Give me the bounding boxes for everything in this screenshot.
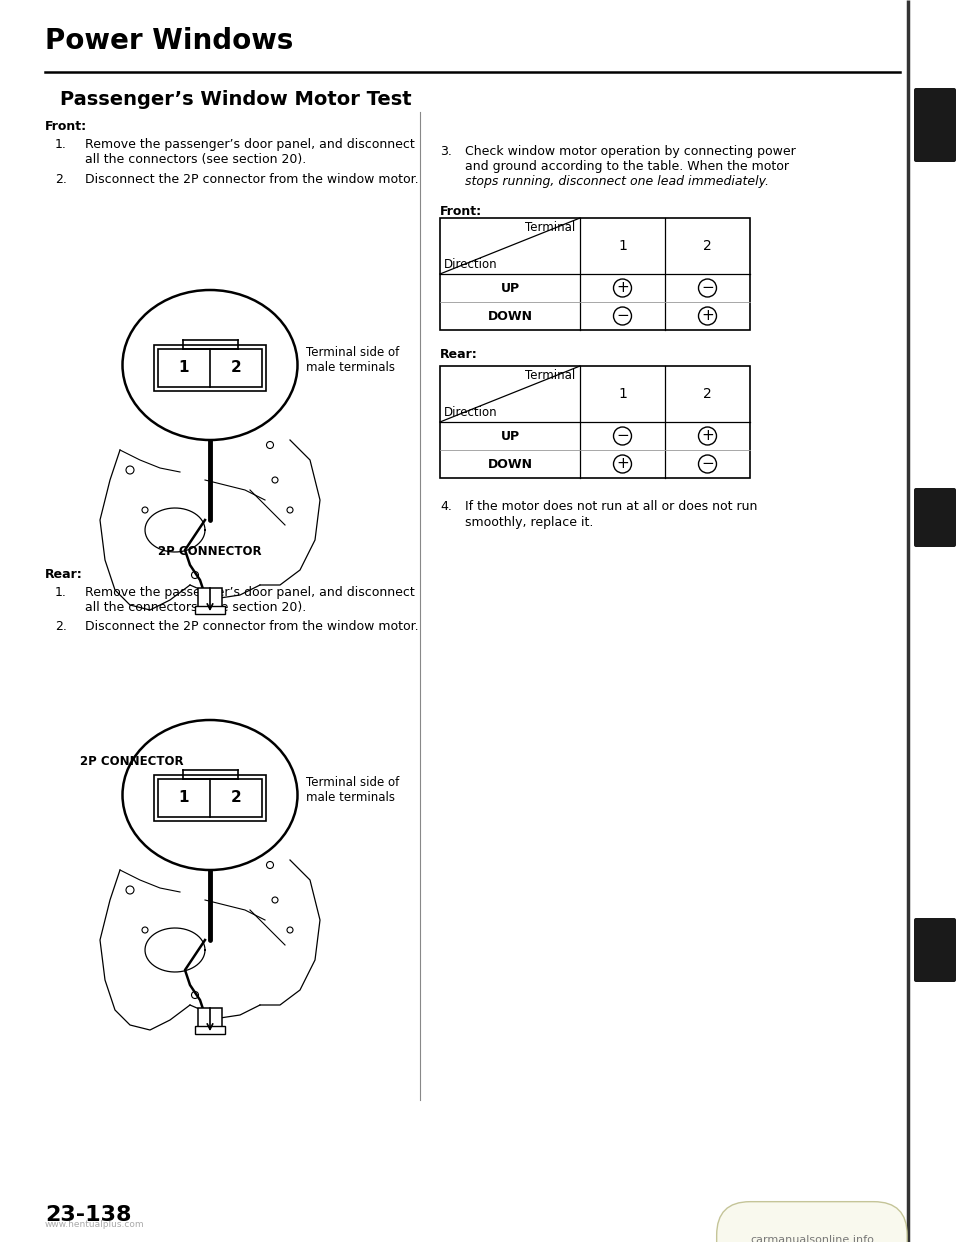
Text: 2.: 2. — [55, 620, 67, 633]
Text: all the connectors (see section 20).: all the connectors (see section 20). — [85, 153, 306, 166]
Text: 1.: 1. — [55, 138, 67, 152]
Text: 2: 2 — [703, 238, 712, 253]
Text: If the motor does not run at all or does not run: If the motor does not run at all or does… — [465, 501, 757, 513]
Bar — [154, 775, 266, 821]
Ellipse shape — [123, 720, 298, 869]
Text: Rear:: Rear: — [440, 348, 478, 361]
Text: stops running, disconnect one lead immediately.: stops running, disconnect one lead immed… — [465, 175, 769, 188]
Text: 2: 2 — [230, 790, 241, 806]
Text: 1.: 1. — [55, 586, 67, 599]
Text: www.hentualplus.com: www.hentualplus.com — [45, 1220, 145, 1230]
Bar — [916, 974, 954, 980]
Ellipse shape — [123, 289, 298, 440]
Text: UP: UP — [500, 282, 519, 294]
Bar — [198, 1009, 222, 1030]
Text: 2: 2 — [703, 388, 712, 401]
Text: carmanualsonline.info: carmanualsonline.info — [750, 1235, 874, 1242]
Text: Disconnect the 2P connector from the window motor.: Disconnect the 2P connector from the win… — [85, 620, 419, 633]
FancyBboxPatch shape — [914, 88, 956, 161]
Text: 2P CONNECTOR: 2P CONNECTOR — [80, 755, 183, 768]
Text: Terminal: Terminal — [525, 221, 575, 233]
Text: Passenger’s Window Motor Test: Passenger’s Window Motor Test — [60, 89, 412, 109]
Text: Terminal side of
male terminals: Terminal side of male terminals — [305, 776, 398, 804]
Text: all the connectors (see section 20).: all the connectors (see section 20). — [85, 601, 306, 614]
Text: 2: 2 — [230, 360, 241, 375]
Text: 2P CONNECTOR: 2P CONNECTOR — [158, 545, 262, 558]
Text: −: − — [701, 457, 714, 472]
Bar — [158, 779, 262, 817]
Text: +: + — [616, 281, 629, 296]
Text: +: + — [701, 308, 714, 323]
Text: 1: 1 — [618, 388, 627, 401]
Text: Remove the passenger’s door panel, and disconnect: Remove the passenger’s door panel, and d… — [85, 138, 415, 152]
Bar — [195, 1026, 225, 1035]
Text: DOWN: DOWN — [488, 457, 533, 471]
Text: Check window motor operation by connecting power: Check window motor operation by connecti… — [465, 145, 796, 158]
Bar — [198, 587, 222, 610]
Text: Disconnect the 2P connector from the window motor.: Disconnect the 2P connector from the win… — [85, 173, 419, 186]
Text: 1: 1 — [179, 790, 189, 806]
Text: 23-138: 23-138 — [45, 1205, 132, 1225]
Text: Rear:: Rear: — [45, 568, 83, 581]
Text: 1: 1 — [179, 360, 189, 375]
Text: +: + — [616, 457, 629, 472]
Text: Direction: Direction — [444, 406, 497, 419]
FancyBboxPatch shape — [914, 918, 956, 982]
Text: Remove the passenger’s door panel, and disconnect: Remove the passenger’s door panel, and d… — [85, 586, 415, 599]
Text: 4.: 4. — [440, 501, 452, 513]
Bar — [916, 539, 954, 545]
Text: −: − — [616, 428, 629, 443]
Text: 3.: 3. — [440, 145, 452, 158]
Text: Front:: Front: — [440, 205, 482, 219]
Text: −: − — [701, 281, 714, 296]
Text: Terminal: Terminal — [525, 369, 575, 383]
Text: 1: 1 — [618, 238, 627, 253]
Bar — [440, 366, 750, 478]
Text: −: − — [616, 308, 629, 323]
Bar — [440, 219, 750, 330]
FancyBboxPatch shape — [914, 488, 956, 546]
Text: Power Windows: Power Windows — [45, 27, 294, 55]
Text: Terminal side of
male terminals: Terminal side of male terminals — [305, 347, 398, 374]
Text: 2.: 2. — [55, 173, 67, 186]
Bar — [154, 345, 266, 391]
Bar — [158, 349, 262, 388]
Text: and ground according to the table. When the motor: and ground according to the table. When … — [465, 160, 789, 173]
Text: Front:: Front: — [45, 120, 87, 133]
Text: smoothly, replace it.: smoothly, replace it. — [465, 515, 593, 529]
Text: Direction: Direction — [444, 258, 497, 271]
Text: +: + — [701, 428, 714, 443]
Bar — [195, 606, 225, 614]
Text: UP: UP — [500, 430, 519, 442]
Text: DOWN: DOWN — [488, 309, 533, 323]
